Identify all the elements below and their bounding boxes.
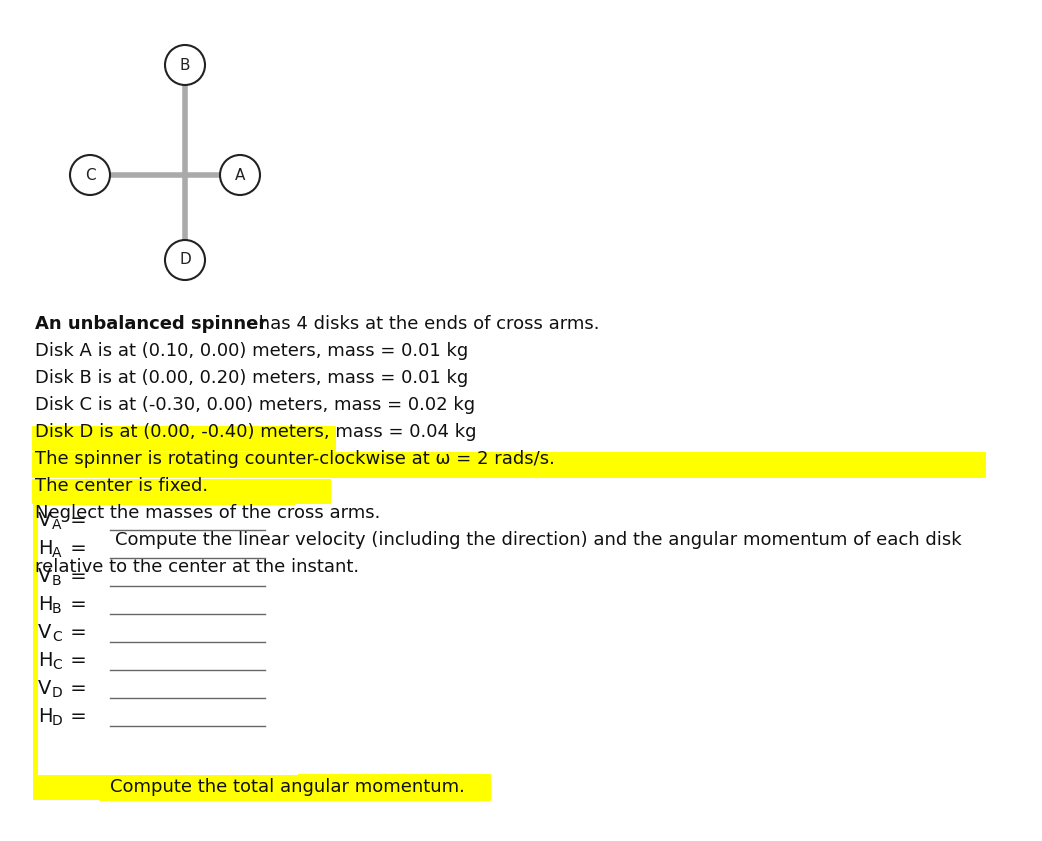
FancyBboxPatch shape: [32, 452, 986, 478]
Text: has 4 disks at the ends of cross arms.: has 4 disks at the ends of cross arms.: [253, 315, 599, 333]
Text: H: H: [38, 595, 52, 613]
Text: D: D: [52, 686, 63, 700]
FancyBboxPatch shape: [32, 426, 336, 451]
Text: H: H: [38, 538, 52, 558]
Text: Disk C is at (-0.30, 0.00) meters, mass = 0.02 kg: Disk C is at (-0.30, 0.00) meters, mass …: [35, 396, 475, 414]
Text: V: V: [38, 679, 51, 697]
Circle shape: [165, 240, 205, 280]
Text: =: =: [64, 538, 86, 558]
Text: B: B: [52, 574, 61, 588]
Text: =: =: [64, 567, 86, 585]
FancyBboxPatch shape: [99, 774, 491, 801]
Text: D: D: [179, 252, 191, 267]
Text: V: V: [38, 622, 51, 642]
Text: B: B: [52, 602, 61, 616]
Text: V: V: [38, 510, 51, 530]
Polygon shape: [33, 503, 295, 800]
Text: =: =: [64, 650, 86, 669]
Circle shape: [220, 155, 260, 195]
Text: An unbalanced spinner: An unbalanced spinner: [35, 315, 267, 333]
Text: C: C: [84, 167, 95, 182]
Bar: [38, 505, 298, 775]
Text: The center is fixed.: The center is fixed.: [35, 477, 208, 495]
Text: Disk D is at (0.00, -0.40) meters, mass = 0.04 kg: Disk D is at (0.00, -0.40) meters, mass …: [35, 423, 476, 441]
Text: Neglect the masses of the cross arms.: Neglect the masses of the cross arms.: [35, 504, 380, 522]
Circle shape: [70, 155, 110, 195]
Text: =: =: [64, 510, 86, 530]
Text: C: C: [52, 630, 61, 644]
FancyBboxPatch shape: [32, 479, 331, 504]
Circle shape: [165, 45, 205, 85]
Text: A: A: [52, 518, 61, 532]
Text: D: D: [52, 714, 63, 728]
Text: H: H: [38, 650, 52, 669]
Text: Compute the total angular momentum.: Compute the total angular momentum.: [110, 778, 465, 796]
Text: B: B: [180, 57, 191, 72]
Text: =: =: [64, 595, 86, 613]
Text: =: =: [64, 622, 86, 642]
Text: A: A: [52, 546, 61, 560]
Text: Disk A is at (0.10, 0.00) meters, mass = 0.01 kg: Disk A is at (0.10, 0.00) meters, mass =…: [35, 342, 468, 360]
Text: =: =: [64, 679, 86, 697]
Text: Compute the linear velocity (including the direction) and the angular momentum o: Compute the linear velocity (including t…: [115, 531, 962, 549]
Text: V: V: [38, 567, 51, 585]
Text: C: C: [52, 658, 61, 672]
Text: relative to the center at the instant.: relative to the center at the instant.: [35, 558, 359, 576]
Text: =: =: [64, 706, 86, 726]
Text: Disk B is at (0.00, 0.20) meters, mass = 0.01 kg: Disk B is at (0.00, 0.20) meters, mass =…: [35, 369, 468, 387]
Text: The spinner is rotating counter-clockwise at ω = 2 rads/s.: The spinner is rotating counter-clockwis…: [35, 450, 555, 468]
Text: A: A: [234, 167, 245, 182]
Text: H: H: [38, 706, 52, 726]
